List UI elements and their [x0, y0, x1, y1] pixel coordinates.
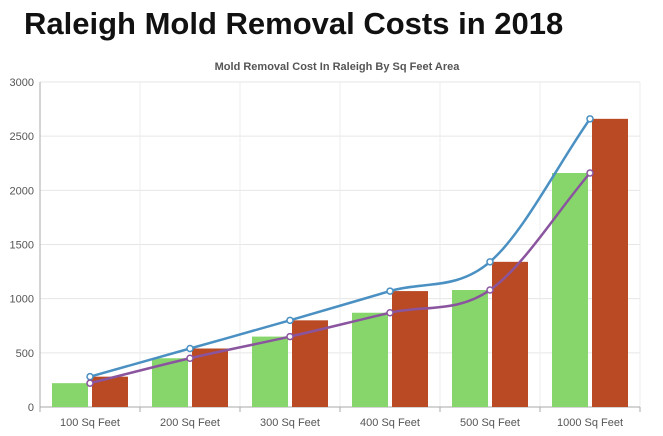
- line-point: [386, 287, 394, 295]
- page-title: Raleigh Mold Removal Costs in 2018: [24, 6, 564, 41]
- bar: [492, 261, 528, 407]
- line-point: [486, 258, 494, 266]
- trend-lines: [86, 115, 594, 387]
- line-point: [386, 309, 394, 317]
- y-tick-label: 1500: [10, 240, 34, 252]
- y-tick-label: 1000: [10, 294, 34, 306]
- x-tick-label: 1000 Sq Feet: [557, 417, 623, 429]
- bar: [552, 173, 588, 407]
- grid-lines: [39, 81, 641, 408]
- line-point: [586, 169, 594, 177]
- line-point: [286, 332, 294, 341]
- y-tick-label: 2000: [10, 185, 34, 197]
- x-tick-label: 200 Sq Feet: [160, 417, 220, 429]
- line-point: [186, 344, 194, 353]
- axes: [39, 82, 641, 412]
- chart-title: Mold Removal Cost In Raleigh By Sq Feet …: [215, 61, 461, 73]
- x-tick-label: 500 Sq Feet: [460, 417, 520, 429]
- bar-chart: Mold Removal Cost In Raleigh By Sq Feet …: [10, 61, 641, 429]
- y-tick-label: 500: [16, 348, 34, 360]
- y-tick-label: 2500: [10, 131, 34, 143]
- bar: [592, 118, 628, 407]
- line-point: [86, 379, 94, 387]
- line-point: [586, 115, 594, 123]
- bar: [292, 320, 328, 407]
- line-point: [186, 354, 194, 362]
- line-point: [486, 286, 494, 294]
- bar: [452, 290, 488, 407]
- x-tick-label: 300 Sq Feet: [260, 417, 320, 429]
- chart-container: Mold Removal Cost In Raleigh By Sq Feet …: [0, 52, 663, 436]
- bar: [192, 348, 228, 407]
- x-tick-label: 400 Sq Feet: [360, 417, 420, 429]
- x-tick-label: 100 Sq Feet: [60, 417, 120, 429]
- bars: [52, 118, 628, 407]
- trend-line: [89, 172, 591, 385]
- trend-line: [89, 118, 592, 378]
- line-point: [86, 372, 94, 381]
- line-point: [286, 316, 294, 325]
- bar: [252, 336, 288, 407]
- bar: [52, 383, 88, 407]
- y-tick-label: 0: [28, 402, 34, 414]
- bar: [352, 312, 388, 407]
- axis-labels: 0 500 1000 1500 2000 2500 3000 100 Sq Feet 200 S…: [10, 77, 624, 429]
- y-tick-label: 3000: [10, 77, 34, 89]
